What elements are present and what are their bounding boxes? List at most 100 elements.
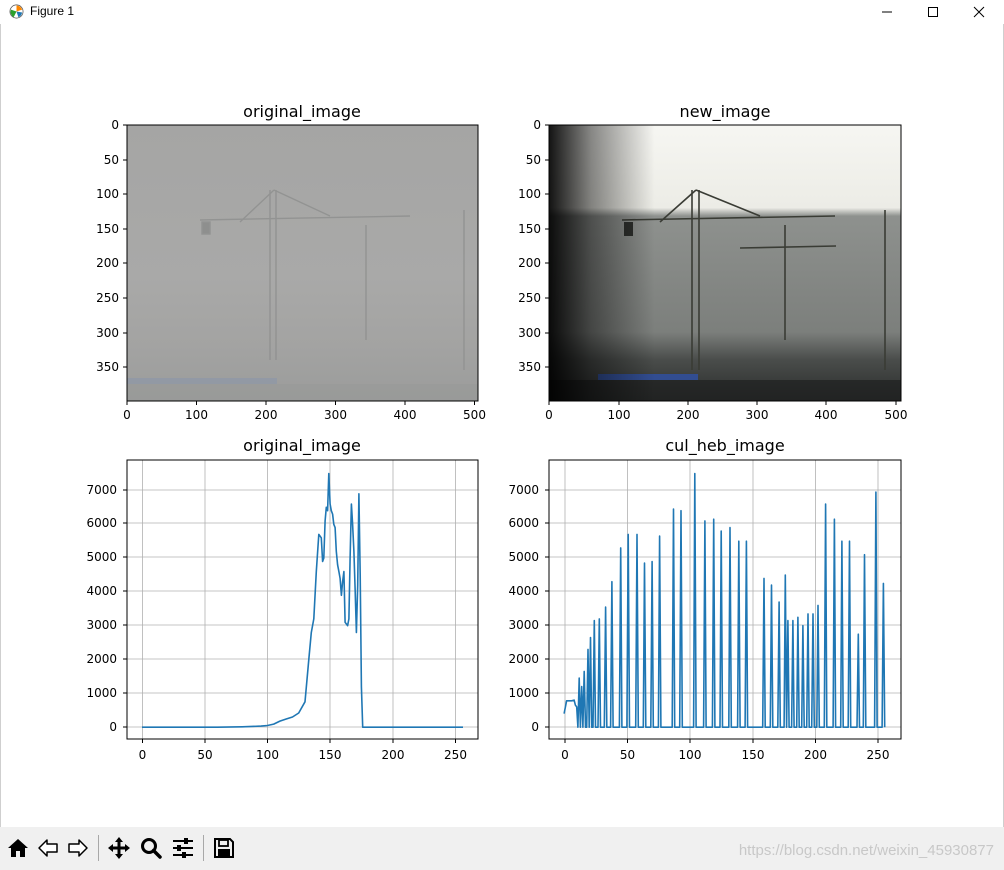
tick-label: 100 bbox=[608, 408, 631, 422]
watermark: https://blog.csdn.net/weixin_45930877 bbox=[738, 842, 994, 859]
x-axis: 0 100 200 300 400 500 bbox=[123, 401, 486, 422]
tick-label: 0 bbox=[561, 748, 569, 762]
image-original bbox=[126, 124, 479, 402]
y-axis: 0 1000 2000 3000 4000 5000 6000 7000 bbox=[86, 483, 127, 734]
tick-label: 350 bbox=[518, 360, 541, 374]
tick-label: 0 bbox=[139, 748, 147, 762]
maximize-button[interactable] bbox=[910, 0, 956, 24]
save-icon bbox=[214, 838, 234, 858]
tick-label: 500 bbox=[885, 408, 908, 422]
x-axis: 0 50 100 150 200 250 bbox=[139, 739, 467, 762]
tick-label: 150 bbox=[319, 748, 342, 762]
tick-label: 0 bbox=[111, 118, 119, 132]
tick-label: 50 bbox=[197, 748, 212, 762]
tick-label: 1000 bbox=[508, 686, 539, 700]
tick-label: 0 bbox=[545, 408, 553, 422]
configure-subplots-icon bbox=[173, 838, 193, 858]
subplot-original-histogram: original_image 0 50 100 150 200 250 bbox=[86, 436, 479, 762]
save-button[interactable] bbox=[209, 833, 239, 863]
tick-label: 200 bbox=[804, 748, 827, 762]
histogram-line bbox=[563, 472, 886, 728]
tick-label: 0 bbox=[109, 720, 117, 734]
subplot-title: cul_heb_image bbox=[665, 436, 784, 456]
tick-label: 1000 bbox=[86, 686, 117, 700]
navigation-toolbar: https://blog.csdn.net/weixin_45930877 bbox=[0, 827, 1004, 870]
tick-label: 6000 bbox=[86, 516, 117, 530]
tick-label: 200 bbox=[255, 408, 278, 422]
back-button[interactable] bbox=[33, 833, 63, 863]
forward-button[interactable] bbox=[63, 833, 93, 863]
title-bar: Figure 1 bbox=[0, 0, 1004, 24]
grid bbox=[127, 460, 478, 739]
window-title: Figure 1 bbox=[30, 4, 75, 18]
back-icon bbox=[38, 839, 58, 857]
tick-label: 300 bbox=[96, 326, 119, 340]
x-axis: 0 50 100 150 200 250 bbox=[561, 739, 889, 762]
tick-label: 500 bbox=[463, 408, 486, 422]
tick-label: 50 bbox=[526, 153, 541, 167]
tick-label: 300 bbox=[746, 408, 769, 422]
tick-label: 100 bbox=[256, 748, 279, 762]
tick-label: 150 bbox=[742, 748, 765, 762]
pan-icon bbox=[108, 837, 130, 859]
tick-label: 4000 bbox=[508, 584, 539, 598]
y-axis: 0 1000 2000 3000 4000 5000 6000 7000 bbox=[508, 483, 549, 734]
tick-label: 50 bbox=[104, 153, 119, 167]
tick-label: 7000 bbox=[508, 483, 539, 497]
subplot-new-image: new_image 0 100 200 300 400 bbox=[518, 102, 907, 422]
tick-label: 2000 bbox=[508, 652, 539, 666]
y-axis: 0 50 100 150 200 250 300 350 bbox=[96, 118, 127, 374]
zoom-icon bbox=[141, 838, 162, 859]
subplot-original-image: original_image 0 100 200 300 400 50 bbox=[96, 102, 486, 422]
x-axis: 0 100 200 300 400 500 bbox=[545, 401, 907, 422]
close-icon bbox=[973, 6, 985, 18]
close-button[interactable] bbox=[956, 0, 1002, 24]
y-axis: 0 50 100 150 200 250 300 350 bbox=[518, 118, 549, 374]
tick-label: 250 bbox=[96, 291, 119, 305]
tick-label: 200 bbox=[382, 748, 405, 762]
tick-label: 0 bbox=[531, 720, 539, 734]
tick-label: 7000 bbox=[86, 483, 117, 497]
tick-label: 250 bbox=[867, 748, 890, 762]
tick-label: 250 bbox=[518, 291, 541, 305]
zoom-button[interactable] bbox=[136, 833, 166, 863]
tick-label: 50 bbox=[620, 748, 635, 762]
tick-label: 300 bbox=[518, 326, 541, 340]
tick-label: 0 bbox=[533, 118, 541, 132]
tick-label: 150 bbox=[96, 222, 119, 236]
tick-label: 3000 bbox=[86, 618, 117, 632]
tick-label: 2000 bbox=[86, 652, 117, 666]
figure-canvas[interactable]: original_image 0 100 200 300 400 50 bbox=[0, 24, 1004, 827]
tick-label: 150 bbox=[518, 222, 541, 236]
forward-icon bbox=[68, 839, 88, 857]
tick-label: 250 bbox=[444, 748, 467, 762]
subplot-equalized-histogram: cul_heb_image 0 50 100 150 200 250 bbox=[508, 436, 902, 762]
tick-label: 350 bbox=[96, 360, 119, 374]
tick-label: 400 bbox=[394, 408, 417, 422]
toolbar-separator bbox=[203, 835, 204, 861]
matplotlib-icon bbox=[9, 4, 24, 19]
tick-label: 4000 bbox=[86, 584, 117, 598]
home-icon bbox=[8, 839, 28, 857]
configure-subplots-button[interactable] bbox=[168, 833, 198, 863]
window-border bbox=[0, 24, 1, 870]
tick-label: 100 bbox=[185, 408, 208, 422]
maximize-icon bbox=[928, 7, 938, 17]
minimize-button[interactable] bbox=[864, 0, 910, 24]
pan-button[interactable] bbox=[104, 833, 134, 863]
home-button[interactable] bbox=[3, 833, 33, 863]
tick-label: 200 bbox=[518, 256, 541, 270]
tick-label: 5000 bbox=[86, 550, 117, 564]
tick-label: 5000 bbox=[508, 550, 539, 564]
toolbar-separator bbox=[98, 835, 99, 861]
tick-label: 300 bbox=[324, 408, 347, 422]
tick-label: 0 bbox=[123, 408, 131, 422]
tick-label: 6000 bbox=[508, 516, 539, 530]
minimize-icon bbox=[882, 11, 892, 13]
histogram-line bbox=[142, 472, 463, 728]
tick-label: 200 bbox=[96, 256, 119, 270]
tick-label: 3000 bbox=[508, 618, 539, 632]
tick-label: 400 bbox=[815, 408, 838, 422]
tick-label: 100 bbox=[679, 748, 702, 762]
tick-label: 200 bbox=[677, 408, 700, 422]
